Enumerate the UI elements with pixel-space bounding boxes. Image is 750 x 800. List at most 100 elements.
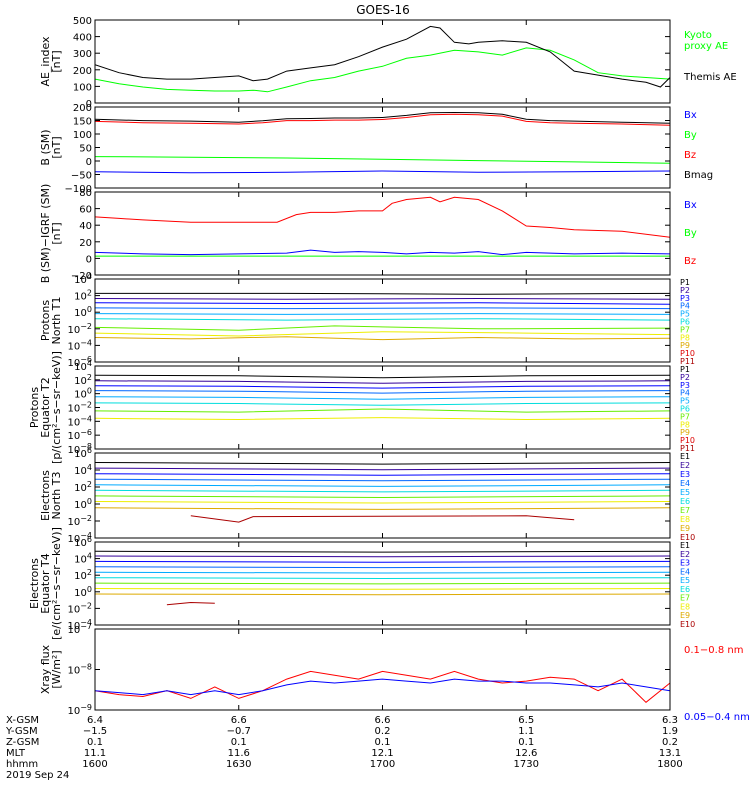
y-tick-label: −100 <box>65 184 92 195</box>
series-line <box>95 336 670 341</box>
legend-label: P6 <box>680 405 690 414</box>
y-tick-label: 50 <box>79 144 92 155</box>
series-line <box>95 249 670 256</box>
legend-label: E4 <box>680 567 690 576</box>
legend-label: P10 <box>680 349 695 358</box>
footer-value: 12.6 <box>515 748 537 759</box>
y-tick-label: 104 <box>74 552 92 566</box>
footer-value: −1.5 <box>83 726 107 737</box>
footer-row-label: X-GSM <box>6 715 39 726</box>
footer-value: 0.1 <box>87 737 103 748</box>
y-tick-label: 102 <box>74 480 92 494</box>
footer-value: 11.1 <box>84 748 106 759</box>
y-tick-label: 150 <box>73 117 92 128</box>
panel-2: 200 150 100 50 0 −50 −100 B (SM)[nT] Bx By Bz Bmag <box>39 103 713 195</box>
series-line <box>95 313 670 315</box>
series-line <box>95 507 670 510</box>
footer-value: 11.6 <box>228 748 250 759</box>
footer-value: 1.9 <box>662 726 678 737</box>
legend-label: Themis AE <box>683 72 737 83</box>
legend-label: P11 <box>680 444 695 453</box>
y-tick-label: 10−4 <box>67 338 92 352</box>
series-line <box>95 156 670 164</box>
y-tick-label: 104 <box>74 463 92 477</box>
legend-label: P2 <box>680 373 690 382</box>
series-line <box>95 555 670 558</box>
y-axis-label: Equator T4 <box>39 553 52 613</box>
y-tick-label: 100 <box>74 497 92 511</box>
series-line <box>190 515 575 523</box>
y-tick-label: 10−6 <box>67 428 92 442</box>
series-line <box>95 473 670 476</box>
legend-label: P7 <box>680 325 690 334</box>
y-axis-label: [nT] <box>50 222 63 244</box>
legend-label: E8 <box>680 602 690 611</box>
y-axis-label: Protons <box>28 387 41 428</box>
legend-label: P2 <box>680 286 690 295</box>
series-group <box>95 374 670 421</box>
series-line <box>95 417 670 421</box>
footer-value: 6.6 <box>375 715 391 726</box>
panel-frame <box>94 452 671 539</box>
series-group <box>95 550 670 606</box>
legend-label: E3 <box>680 470 690 479</box>
series-line <box>166 601 215 606</box>
legend-label: P9 <box>680 341 690 350</box>
footer-value: 1730 <box>514 759 539 770</box>
series-line <box>95 402 670 406</box>
series-line <box>95 484 670 487</box>
legend-label: E5 <box>680 488 690 497</box>
y-axis-label: [nT] <box>50 50 63 72</box>
footer-value: −0.7 <box>227 726 251 737</box>
y-tick-label: 10−8 <box>67 442 92 456</box>
legend-label: E10 <box>680 620 695 629</box>
legend-label: proxy AE <box>684 41 728 52</box>
y-tick-label: 10−4 <box>67 618 92 632</box>
series-line <box>95 489 670 493</box>
legend-label: P7 <box>680 412 690 421</box>
y-axis-label: AE_index <box>39 36 52 87</box>
y-tick-label: 80 <box>79 188 92 199</box>
series-line <box>95 374 670 379</box>
legend-label: 0.05−0.4 nm <box>684 712 750 723</box>
footer-value: 1800 <box>657 759 682 770</box>
y-tick-label: 100 <box>73 82 92 93</box>
panel-5: 10410210010−210−410−610−8ProtonsEquator … <box>28 351 695 464</box>
y-tick-label: 400 <box>73 33 92 44</box>
y-axis-label: B (SM)−IGRF (SM) <box>39 184 52 284</box>
series-line <box>95 670 670 703</box>
footer-row-label: hhmm <box>6 759 38 770</box>
orbit-footer: X-GSM 6.4 6.6 6.6 6.5 6.3 Y-GSM −1.5 −0.7 0.2 1.1 1… <box>5 715 683 781</box>
series-line <box>95 566 670 569</box>
legend-label: E10 <box>680 533 695 542</box>
series-line <box>95 111 670 124</box>
y-tick-label: 0 <box>86 99 92 110</box>
legend-label: E7 <box>680 594 690 603</box>
footer-date: 2019 Sep 24 <box>6 770 69 781</box>
y-tick-label: 40 <box>79 221 92 232</box>
y-tick-label: −20 <box>71 271 92 282</box>
y-tick-label: −50 <box>71 171 92 182</box>
y-tick-label: 10−6 <box>67 355 92 369</box>
legend-label: P1 <box>680 278 690 287</box>
panel-frame <box>94 19 671 104</box>
footer-value: 6.6 <box>231 715 247 726</box>
y-tick-label: 10−4 <box>67 414 92 428</box>
legend-label: P4 <box>680 389 690 398</box>
panel-frame <box>94 278 671 363</box>
footer-value: 0.1 <box>518 737 534 748</box>
y-tick-label: 10−8 <box>67 663 92 677</box>
legend-label: P1 <box>680 365 690 374</box>
y-tick-label: 102 <box>74 289 92 303</box>
series-line <box>95 113 670 126</box>
y-tick-label: 0 <box>86 254 92 265</box>
legend-label: E1 <box>680 452 690 461</box>
legend-label: E4 <box>680 479 690 488</box>
series-line <box>95 302 670 305</box>
y-axis-label: Electrons <box>28 558 41 609</box>
panel-8: 10−7 10−8 10−9 Xray flux[W/m²] 0.1−0.8 nm 0.0… <box>39 622 750 723</box>
series-line <box>95 560 670 563</box>
footer-value: 0.1 <box>231 737 247 748</box>
